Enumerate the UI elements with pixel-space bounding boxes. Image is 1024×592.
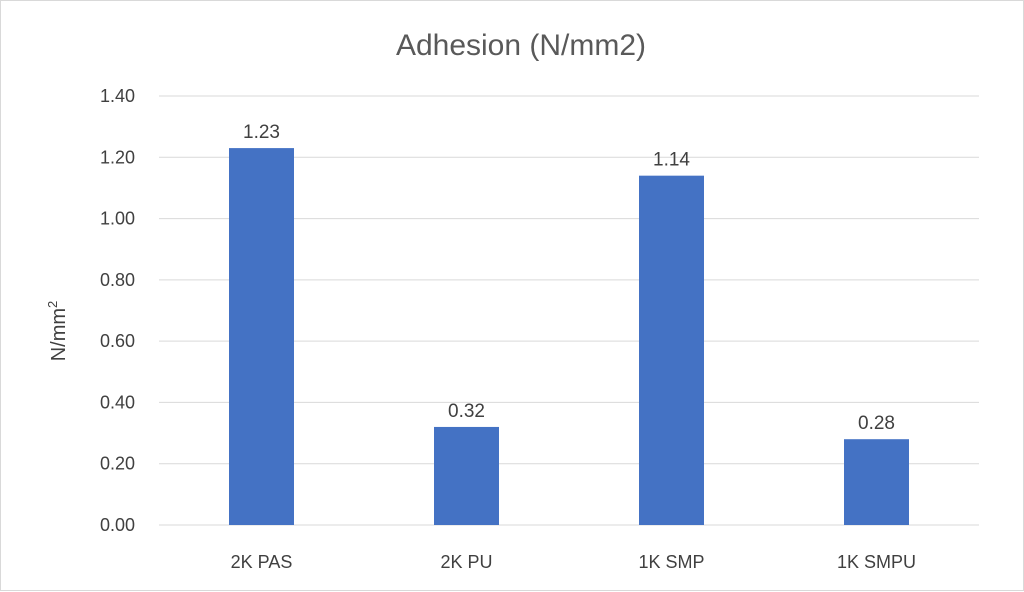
- data-label: 1.14: [653, 150, 690, 171]
- gridlines: [159, 95, 979, 526]
- y-tick-label: 1.40: [100, 86, 135, 106]
- y-tick-label: 1.20: [100, 147, 135, 167]
- data-labels: 1.23 0.32 1.14 0.28: [243, 122, 895, 434]
- bar: [434, 426, 499, 525]
- x-tick-label: 2K PAS: [231, 552, 293, 572]
- y-tick-label: 0.40: [100, 392, 135, 412]
- data-label: 0.32: [448, 401, 485, 422]
- x-tick-label: 1K SMPU: [837, 552, 916, 572]
- y-tick-label: 0.20: [100, 454, 135, 474]
- x-axis-ticks: 2K PAS 2K PU 1K SMP 1K SMPU: [231, 552, 916, 572]
- bar: [229, 148, 294, 526]
- y-axis-title-text: N/mm: [48, 308, 70, 361]
- y-tick-label: 0.60: [100, 331, 135, 351]
- data-label: 1.23: [243, 122, 280, 143]
- y-axis-title-superscript: 2: [45, 301, 60, 308]
- bar: [639, 175, 704, 525]
- y-axis-ticks: 0.00 0.20 0.40 0.60 0.80 1.00 1.20 1.40: [100, 86, 135, 535]
- bars: [229, 148, 909, 526]
- y-tick-label: 0.00: [100, 515, 135, 535]
- y-tick-label: 0.80: [100, 270, 135, 290]
- x-tick-label: 1K SMP: [638, 552, 704, 572]
- bar: [844, 439, 909, 525]
- y-tick-label: 1.00: [100, 209, 135, 229]
- data-label: 0.28: [858, 413, 895, 434]
- y-axis-title: N/mm2: [45, 301, 70, 362]
- chart-title: Adhesion (N/mm2): [396, 29, 646, 62]
- x-tick-label: 2K PU: [440, 552, 492, 572]
